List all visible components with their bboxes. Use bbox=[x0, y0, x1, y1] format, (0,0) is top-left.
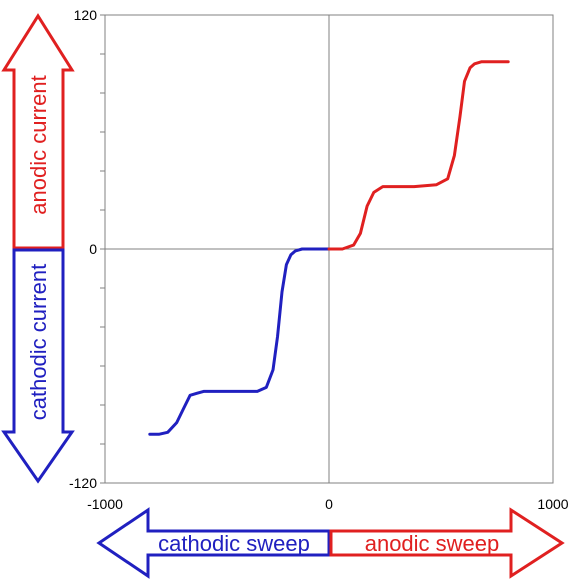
y-tick-label-top: 120 bbox=[74, 7, 98, 23]
x-tick-label-left: -1000 bbox=[87, 496, 123, 512]
y-axis-ticks bbox=[100, 14, 105, 484]
cathodic-sweep-label: cathodic sweep bbox=[158, 531, 310, 556]
x-tick-label-zero: 0 bbox=[325, 496, 333, 512]
cathodic-current-label: cathodic current bbox=[26, 264, 51, 421]
cathodic-sweep-arrow bbox=[96, 507, 331, 579]
anodic-sweep-label: anodic sweep bbox=[365, 531, 500, 556]
y-tick-label-zero: 0 bbox=[89, 241, 97, 257]
x-tick-label-right: 1000 bbox=[537, 496, 568, 512]
y-tick-label-bottom: -120 bbox=[69, 475, 97, 491]
anodic-current-label: anodic current bbox=[26, 75, 51, 214]
anodic-sweep-arrow bbox=[329, 507, 565, 579]
cathodic-series-line bbox=[148, 247, 331, 436]
anodic-current-arrow bbox=[1, 13, 75, 250]
anodic-series-line bbox=[327, 60, 510, 251]
cathodic-current-arrow bbox=[1, 248, 75, 484]
